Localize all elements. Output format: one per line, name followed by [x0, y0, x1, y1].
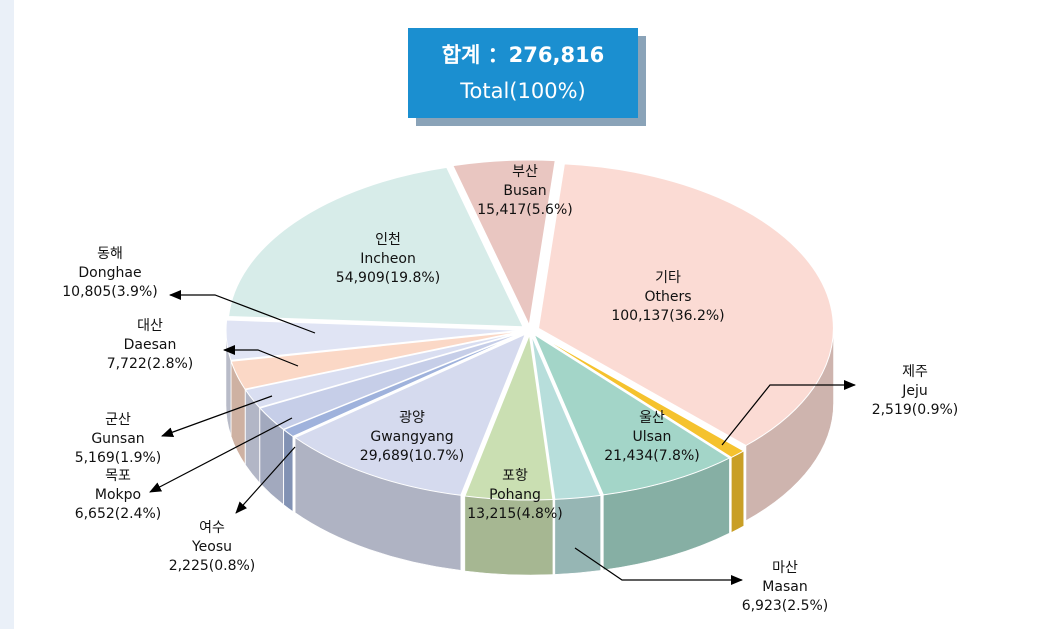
slice-top — [452, 159, 556, 327]
slice-label-ko: 기타 — [655, 270, 681, 286]
leader-arrow — [574, 547, 743, 585]
slice-label-ko: 포항 — [502, 468, 528, 484]
slice-label-en: Donghae — [78, 265, 141, 281]
left-band — [0, 0, 14, 629]
slice-top — [535, 333, 745, 458]
slice-top — [230, 330, 522, 390]
slice-value-label: 10,805(3.9%) — [62, 284, 157, 300]
slice-top — [530, 334, 602, 500]
slice-label-en: Yeosu — [191, 539, 232, 555]
slice-value-label: 29,689(10.7%) — [360, 448, 464, 464]
slice-label-en: Daesan — [124, 337, 177, 353]
slice-label-en: Gwangyang — [370, 429, 453, 445]
slice-label-en: Pohang — [489, 487, 541, 503]
slice-top — [225, 319, 522, 361]
slice-label-ko: 목포 — [105, 468, 131, 484]
slice-side — [283, 429, 294, 512]
slice-value-label: 5,169(1.9%) — [75, 450, 162, 466]
slice-top — [282, 332, 524, 437]
slice-label-ko: 울산 — [639, 410, 665, 426]
slice-top — [537, 163, 834, 447]
slice-label-ko: 마산 — [772, 560, 798, 576]
slice-side — [731, 450, 744, 533]
slice-label-ko: 대산 — [137, 318, 163, 334]
leader-arrow — [161, 395, 273, 437]
slice-top — [244, 331, 522, 409]
slice-label-en: Masan — [762, 579, 807, 595]
slice-top — [464, 333, 554, 501]
slice-value-label: 6,923(2.5%) — [742, 598, 829, 614]
slice-label-ko: 동해 — [97, 246, 123, 262]
leader-arrow — [235, 446, 296, 514]
slice-value-label: 2,519(0.9%) — [872, 402, 959, 418]
slice-label-ko: 군산 — [105, 412, 131, 428]
slice-label-en: Busan — [503, 183, 546, 199]
slice-value-label: 21,434(7.8%) — [604, 448, 699, 464]
slice-value-label: 100,137(36.2%) — [611, 308, 724, 324]
slice-label-ko: 인천 — [375, 232, 401, 248]
slice-top — [228, 166, 524, 328]
leader-arrow — [149, 417, 293, 493]
leader-arrow — [169, 290, 316, 334]
slice-top — [533, 333, 731, 496]
slice-value-label: 15,417(5.6%) — [477, 202, 572, 218]
slice-label-en: Jeju — [901, 383, 928, 399]
slice-value-label: 7,722(2.8%) — [107, 356, 194, 372]
slice-top — [259, 332, 523, 430]
slice-value-label: 2,225(0.8%) — [169, 558, 256, 574]
slice-value-label: 6,652(2.4%) — [75, 506, 162, 522]
chart-title: 합계 ：276,816 — [442, 43, 605, 67]
title-box — [408, 28, 638, 118]
slice-label-ko: 제주 — [902, 364, 928, 380]
slice-label-en: Others — [644, 289, 691, 305]
slice-value-label: 13,215(4.8%) — [467, 506, 562, 522]
slice-label-en: Mokpo — [95, 487, 141, 503]
slice-label-ko: 부산 — [512, 164, 538, 180]
slice-label-en: Ulsan — [633, 429, 672, 445]
slice-label-en: Gunsan — [91, 431, 144, 447]
chart-subtitle: Total(100%) — [459, 79, 585, 103]
slice-label-en: Incheon — [360, 251, 416, 267]
slice-top — [294, 333, 527, 496]
slice-label-ko: 광양 — [399, 410, 425, 426]
slice-value-label: 54,909(19.8%) — [336, 270, 440, 286]
slice-label-ko: 여수 — [199, 520, 225, 536]
leader-arrow — [721, 380, 856, 446]
leader-arrow — [223, 345, 299, 367]
